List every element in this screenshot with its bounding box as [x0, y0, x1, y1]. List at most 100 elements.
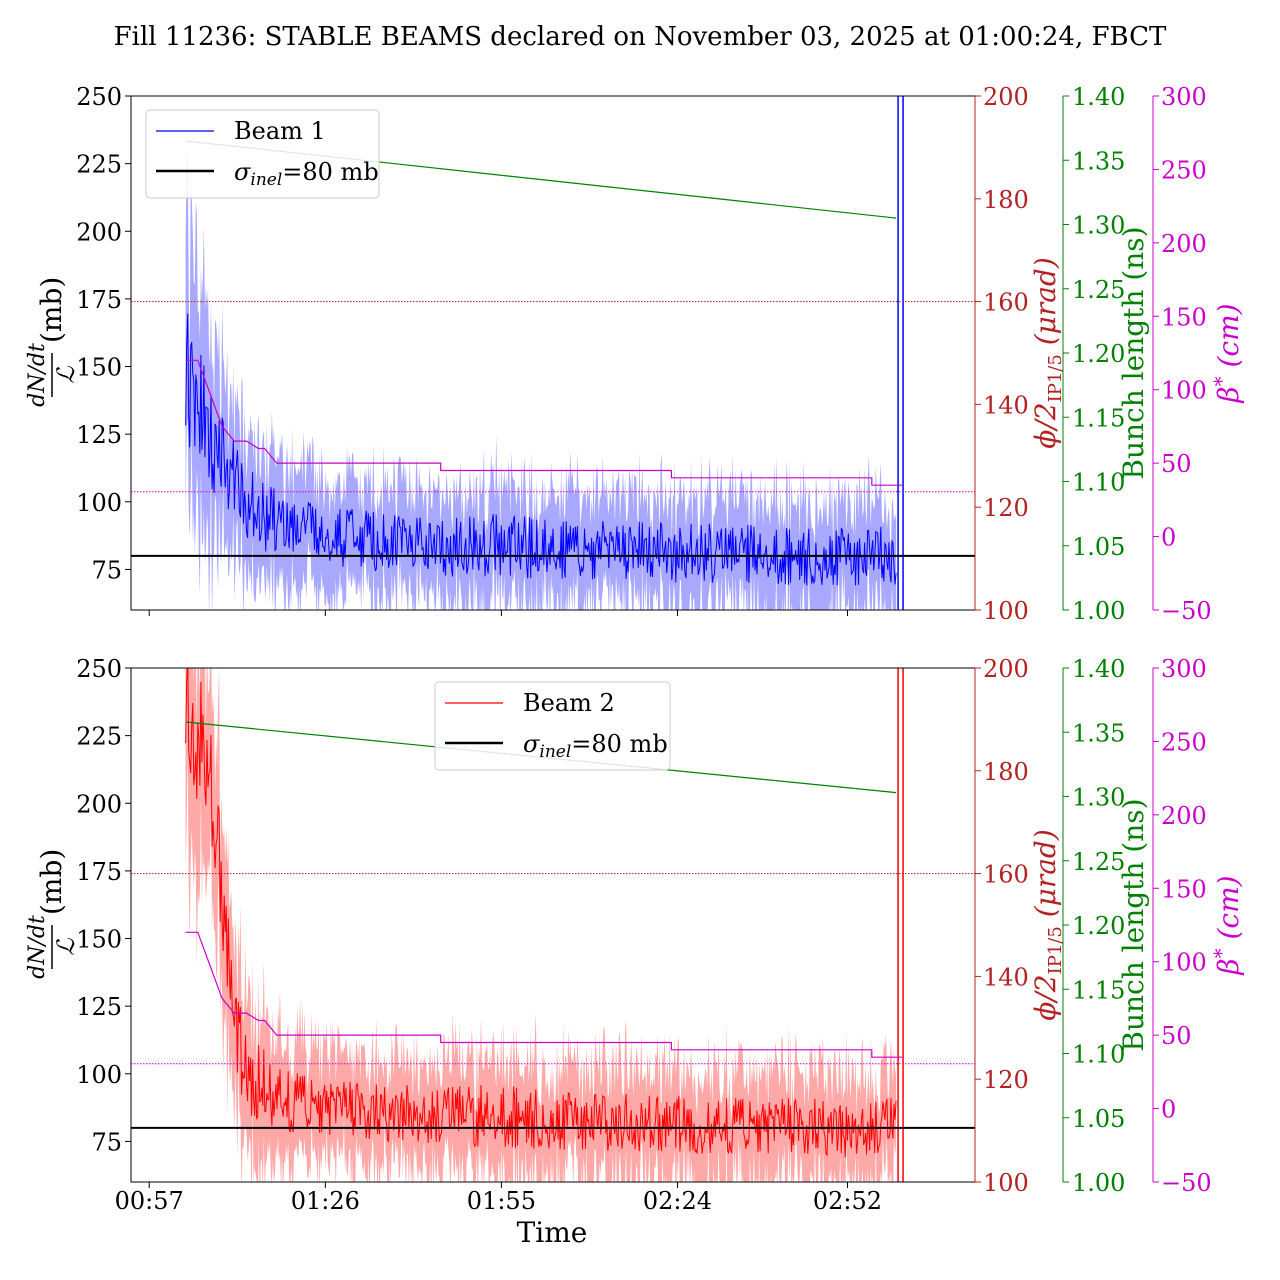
angle-tick-label: 180	[983, 186, 1029, 214]
x-tick-label: 02:52	[813, 1187, 882, 1215]
bunch-tick-label: 1.20	[1072, 912, 1125, 940]
beta-axis-label: β* (cm)	[1209, 875, 1245, 975]
angle-tick-label: 180	[983, 758, 1029, 786]
bunch-tick-label: 1.15	[1072, 976, 1125, 1004]
left-tick-label: 75	[91, 556, 122, 584]
left-tick-label: 100	[76, 489, 122, 517]
angle-label-sub: IP1/5	[1045, 926, 1066, 974]
legend-box	[434, 681, 671, 771]
beta-label-text: β* (cm)	[1209, 303, 1245, 403]
beta-tick-label: −50	[1161, 597, 1212, 625]
bunch-tick-label: 1.40	[1072, 655, 1125, 683]
left-label-numerator: dN/dt	[25, 343, 50, 407]
left-tick-label: 250	[76, 83, 122, 111]
beta-tick-label: 300	[1161, 83, 1207, 111]
beam-band	[185, 668, 897, 1182]
legend: Beam 2 σinel=80 mb	[434, 681, 671, 771]
left-tick-label: 175	[76, 858, 122, 886]
legend-sigma-label: σinel=80 mb	[523, 730, 668, 762]
left-tick-label: 225	[76, 151, 122, 179]
beam-trace	[185, 668, 897, 1158]
left-axis-label: dN/dt ℒ (mb)	[25, 849, 80, 979]
legend-beam-label: Beam 1	[234, 117, 326, 145]
angle-tick-label: 120	[983, 1066, 1029, 1094]
legend-sigma-text: =80 mb	[571, 730, 667, 758]
beta-label-text: β* (cm)	[1209, 875, 1245, 975]
beta-tick-label: 0	[1161, 524, 1176, 552]
angle-tick-label: 120	[983, 494, 1029, 522]
left-tick-label: 75	[91, 1128, 122, 1156]
bunch-tick-label: 1.20	[1072, 340, 1125, 368]
beta-tick-label: 100	[1161, 949, 1207, 977]
angle-tick-label: 160	[983, 861, 1029, 889]
angle-tick-label: 160	[983, 289, 1029, 317]
left-tick-label: 150	[76, 926, 122, 954]
bunch-tick-label: 1.30	[1072, 212, 1125, 240]
bunch-tick-label: 1.15	[1072, 404, 1125, 432]
bunch-tick-label: 1.00	[1072, 597, 1125, 625]
x-tick-label: 01:26	[291, 1187, 360, 1215]
left-label-unit: (mb)	[35, 277, 68, 343]
angle-label-unit: (μrad)	[1029, 257, 1062, 354]
bunch-tick-label: 1.05	[1072, 533, 1125, 561]
x-axis-label: Time	[517, 1216, 588, 1249]
beam-trace	[185, 313, 897, 586]
beta-tick-label: 150	[1161, 875, 1207, 903]
beta-tick-label: 50	[1161, 1022, 1192, 1050]
angle-label-sub: IP1/5	[1045, 354, 1066, 402]
left-axis-label: dN/dt ℒ (mb)	[25, 277, 80, 407]
bunch-tick-label: 1.30	[1072, 784, 1125, 812]
left-tick-label: 200	[76, 218, 122, 246]
legend-sigma-sub: inel	[539, 742, 571, 762]
panel-top: 75 100 125 150 175 200 225 250 dN/dt ℒ (mb) 100 120 1…	[25, 83, 1245, 625]
beam-band	[185, 138, 897, 610]
left-tick-label: 125	[76, 421, 122, 449]
legend-sigma-sub: inel	[250, 170, 282, 190]
bunch-axis-label-text: Bunch length (ns)	[1117, 798, 1150, 1051]
plot-area	[131, 668, 975, 1182]
legend-sigma-symbol: σ	[234, 158, 251, 186]
left-tick-label: 150	[76, 354, 122, 382]
bunch-axis-label-text: Bunch length (ns)	[1117, 226, 1150, 479]
bunch-tick-label: 1.35	[1072, 719, 1125, 747]
left-tick-label: 225	[76, 723, 122, 751]
beta-tick-label: 300	[1161, 655, 1207, 683]
beta-tick-label: 250	[1161, 156, 1207, 184]
angle-tick-label: 200	[983, 655, 1029, 683]
angle-tick-label: 200	[983, 83, 1029, 111]
left-tick-label: 100	[76, 1061, 122, 1089]
legend-box	[145, 109, 380, 199]
legend-sigma-label: σinel=80 mb	[234, 158, 379, 190]
left-label-denominator: ℒ	[52, 366, 80, 384]
angle-label-text: ϕ/2IP1/5 (μrad)	[1029, 257, 1066, 449]
legend-sigma-text: =80 mb	[282, 158, 378, 186]
beta-star-line	[185, 359, 903, 486]
panel-bottom: 75 100 125 150 175 200 225 250 dN/dt ℒ (mb) 100 120 1…	[25, 655, 1245, 1215]
bunch-tick-label: 1.35	[1072, 147, 1125, 175]
left-tick-label: 250	[76, 655, 122, 683]
beta-label-sup: *	[1209, 376, 1233, 386]
beta-tick-label: −50	[1161, 1169, 1212, 1197]
beta-label-unit: (cm)	[1212, 875, 1245, 948]
legend: Beam 1 σinel=80 mb	[145, 109, 380, 199]
beta-tick-label: 0	[1161, 1096, 1176, 1124]
legend-beam-label: Beam 2	[523, 689, 615, 717]
x-tick-label: 01:55	[467, 1187, 536, 1215]
beta-label-unit: (cm)	[1212, 303, 1245, 376]
beta-tick-label: 50	[1161, 450, 1192, 478]
left-label-denominator: ℒ	[52, 938, 80, 956]
left-tick-label: 125	[76, 993, 122, 1021]
beta-tick-label: 200	[1161, 230, 1207, 258]
x-tick-label: 02:24	[643, 1187, 712, 1215]
beta-axis-label: β* (cm)	[1209, 303, 1245, 403]
left-tick-label: 175	[76, 286, 122, 314]
angle-axis-label: ϕ/2IP1/5 (μrad)	[1029, 257, 1066, 449]
angle-label-unit: (μrad)	[1029, 829, 1062, 926]
left-tick-label: 200	[76, 790, 122, 818]
angle-tick-label: 140	[983, 963, 1029, 991]
beta-tick-label: 200	[1161, 802, 1207, 830]
angle-tick-label: 100	[983, 597, 1029, 625]
bunch-tick-label: 1.05	[1072, 1105, 1125, 1133]
